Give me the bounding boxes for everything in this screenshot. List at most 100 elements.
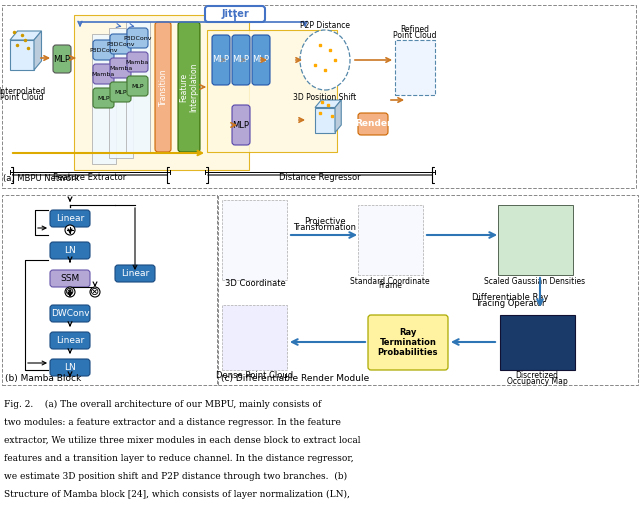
Text: (a) MBPU Network: (a) MBPU Network [3, 173, 79, 183]
FancyBboxPatch shape [50, 359, 90, 376]
Text: MLP: MLP [253, 55, 269, 65]
FancyBboxPatch shape [358, 113, 388, 135]
FancyBboxPatch shape [252, 35, 270, 85]
Text: Jitter: Jitter [221, 9, 249, 19]
FancyBboxPatch shape [232, 35, 250, 85]
Text: Mamba: Mamba [126, 60, 149, 65]
Bar [500, 315, 575, 370]
FancyBboxPatch shape [115, 265, 155, 282]
Bar [207, 30, 337, 152]
Text: Transition: Transition [159, 68, 168, 106]
Text: Refined: Refined [401, 26, 429, 34]
Polygon shape [10, 31, 42, 40]
FancyBboxPatch shape [127, 52, 148, 72]
Text: Feature Extractor: Feature Extractor [53, 173, 127, 183]
Text: P2P Distance: P2P Distance [300, 20, 350, 30]
Text: 3D Position Shift: 3D Position Shift [293, 93, 356, 102]
Bar [222, 305, 287, 370]
FancyBboxPatch shape [50, 305, 90, 322]
Text: Frame: Frame [378, 281, 402, 291]
Bar [10, 40, 34, 70]
Circle shape [65, 287, 75, 297]
FancyBboxPatch shape [50, 242, 90, 259]
Text: MLP: MLP [232, 55, 250, 65]
Text: Distance Regressor: Distance Regressor [279, 173, 361, 183]
Bar [2, 5, 636, 188]
Text: LN: LN [64, 363, 76, 372]
Text: MLP: MLP [131, 84, 144, 89]
Text: MLP: MLP [97, 96, 109, 101]
Text: (b) Mamba Block: (b) Mamba Block [5, 374, 81, 383]
Circle shape [65, 225, 75, 235]
Text: Fig. 2.    (a) The overall architecture of our MBPU, mainly consists of: Fig. 2. (a) The overall architecture of … [4, 400, 321, 409]
FancyBboxPatch shape [232, 105, 250, 145]
FancyBboxPatch shape [50, 332, 90, 349]
Bar [395, 40, 435, 95]
Bar [498, 205, 573, 275]
Text: Linear: Linear [121, 269, 149, 278]
Polygon shape [34, 31, 42, 70]
Bar [2, 195, 217, 385]
Text: Differentiable Ray: Differentiable Ray [472, 293, 548, 303]
Text: SSM: SSM [60, 274, 79, 283]
FancyBboxPatch shape [93, 88, 114, 108]
Bar [92, 34, 116, 164]
Text: MLP: MLP [232, 121, 250, 129]
FancyBboxPatch shape [50, 270, 90, 287]
Text: Occupancy Map: Occupancy Map [507, 376, 568, 386]
Bar [74, 15, 249, 170]
FancyBboxPatch shape [127, 76, 148, 96]
Text: Interpolated: Interpolated [0, 88, 45, 97]
Text: Linear: Linear [56, 214, 84, 223]
FancyBboxPatch shape [110, 82, 131, 102]
Text: Projective: Projective [304, 218, 346, 227]
Bar [358, 205, 423, 275]
Text: Mamba: Mamba [92, 72, 115, 77]
Text: ⊗: ⊗ [65, 287, 75, 297]
Text: P3DConv: P3DConv [106, 42, 135, 46]
Polygon shape [315, 100, 341, 108]
Text: DWConv: DWConv [51, 309, 90, 318]
Text: Dense Point Cloud: Dense Point Cloud [216, 372, 294, 381]
Text: MLP: MLP [54, 54, 70, 64]
Ellipse shape [300, 30, 350, 90]
Bar [222, 200, 287, 280]
Text: Transformation: Transformation [294, 223, 356, 232]
Text: Scaled Gaussian Densities: Scaled Gaussian Densities [484, 277, 586, 286]
Bar [315, 108, 335, 133]
Text: we estimate 3D position shift and P2P distance through two branches.  (b): we estimate 3D position shift and P2P di… [4, 472, 347, 481]
Text: Standard Coordinate: Standard Coordinate [350, 277, 430, 286]
Bar [109, 28, 133, 158]
FancyBboxPatch shape [93, 40, 114, 60]
FancyBboxPatch shape [155, 22, 171, 152]
Text: Feature
Interpolation: Feature Interpolation [179, 62, 198, 112]
Polygon shape [335, 100, 341, 133]
Bar [218, 195, 638, 385]
FancyBboxPatch shape [205, 6, 265, 22]
Text: Ray
Termination
Probabilities: Ray Termination Probabilities [378, 328, 438, 358]
Text: Mamba: Mamba [109, 65, 132, 70]
FancyBboxPatch shape [53, 45, 71, 73]
Text: P3DConv: P3DConv [89, 48, 118, 53]
FancyBboxPatch shape [178, 22, 200, 152]
FancyBboxPatch shape [50, 210, 90, 227]
Circle shape [90, 287, 100, 297]
Text: P3DConv: P3DConv [124, 35, 152, 41]
Bar [126, 22, 150, 152]
Text: MLP: MLP [115, 89, 127, 94]
Text: Tracing Operator: Tracing Operator [475, 299, 545, 307]
Text: (c) Differentiable Render Module: (c) Differentiable Render Module [221, 374, 369, 383]
Text: LN: LN [64, 246, 76, 255]
Text: Structure of Mamba block [24], which consists of layer normalization (LN),: Structure of Mamba block [24], which con… [4, 490, 350, 499]
Text: Discretized: Discretized [515, 372, 559, 381]
FancyBboxPatch shape [368, 315, 448, 370]
Text: two modules: a feature extractor and a distance regressor. In the feature: two modules: a feature extractor and a d… [4, 418, 341, 427]
Text: extractor, We utilize three mixer modules in each dense block to extract local: extractor, We utilize three mixer module… [4, 436, 360, 445]
Text: Point Cloud: Point Cloud [0, 92, 44, 101]
Text: features and a transition layer to reduce channel. In the distance regressor,: features and a transition layer to reduc… [4, 454, 354, 463]
Text: 3D Coordinate: 3D Coordinate [225, 279, 285, 289]
FancyBboxPatch shape [110, 58, 131, 78]
Text: Render: Render [355, 120, 391, 128]
Text: MLP: MLP [212, 55, 230, 65]
Text: Linear: Linear [56, 336, 84, 345]
